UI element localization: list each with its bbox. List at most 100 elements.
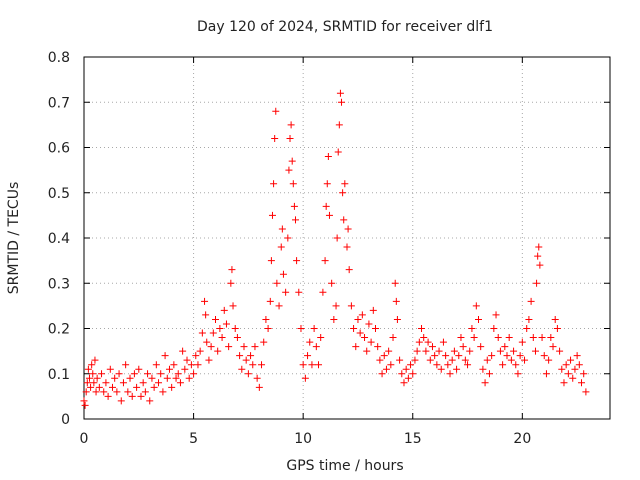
y-tick-label: 0.7: [48, 95, 70, 111]
x-tick-label: 20: [513, 431, 531, 447]
data-point: [382, 365, 390, 373]
data-point: [512, 361, 520, 369]
data-point: [356, 329, 364, 337]
data-point: [227, 279, 235, 287]
data-point: [317, 334, 325, 342]
data-point: [580, 370, 588, 378]
x-tick-label: 10: [294, 431, 312, 447]
data-point: [308, 361, 316, 369]
data-point: [468, 325, 476, 332]
data-point: [80, 397, 88, 405]
data-point: [549, 343, 557, 351]
data-point: [306, 338, 314, 346]
data-point: [402, 365, 410, 373]
data-point: [278, 225, 286, 233]
data-point: [222, 320, 230, 328]
data-point: [472, 302, 480, 310]
data-point: [181, 365, 189, 373]
data-point: [212, 315, 219, 323]
data-point: [420, 334, 428, 342]
data-point: [464, 361, 472, 369]
y-tick-label: 0.8: [48, 50, 70, 66]
data-point: [455, 352, 463, 360]
data-point: [505, 334, 513, 342]
data-point: [535, 243, 543, 251]
data-point: [262, 315, 270, 323]
data-point: [354, 315, 362, 323]
data-point: [426, 356, 434, 364]
data-point: [218, 334, 226, 342]
data-point: [411, 356, 419, 364]
data-point: [529, 334, 537, 342]
data-point: [433, 361, 441, 369]
data-point: [547, 334, 555, 342]
data-point: [558, 365, 566, 373]
data-point: [144, 370, 152, 378]
data-point: [338, 98, 346, 106]
x-tick-label: 15: [404, 431, 422, 447]
data-point: [220, 306, 228, 314]
data-point: [319, 288, 327, 296]
data-point: [209, 329, 217, 337]
data-point: [268, 211, 276, 219]
y-axis-label: SRMTID / TECUs: [6, 182, 22, 295]
data-point: [233, 334, 241, 342]
data-point: [255, 383, 263, 391]
data-point: [271, 134, 279, 142]
data-point: [93, 374, 101, 382]
data-point: [527, 297, 535, 305]
data-point: [203, 338, 211, 346]
data-point: [483, 356, 491, 364]
data-point: [322, 202, 330, 210]
data-point: [82, 388, 90, 396]
data-point: [185, 374, 193, 382]
y-axis: 0 0.1 0.2 0.3 0.4 0.5 0.6 0.7 0.8: [48, 50, 610, 428]
data-points: [80, 89, 590, 409]
data-point: [92, 388, 100, 396]
data-point: [450, 347, 458, 355]
data-point: [380, 352, 388, 360]
data-point: [400, 379, 408, 387]
data-point: [459, 343, 467, 351]
data-point: [477, 343, 485, 351]
data-point: [407, 361, 415, 369]
data-point: [350, 325, 358, 332]
data-point: [104, 392, 112, 400]
data-point: [272, 107, 280, 115]
data-point: [492, 311, 500, 319]
data-point: [100, 388, 108, 396]
data-point: [503, 352, 511, 360]
data-point: [287, 121, 295, 129]
data-point: [340, 216, 348, 224]
data-point: [475, 315, 482, 323]
data-point: [553, 325, 561, 332]
data-point: [108, 383, 116, 391]
data-point: [323, 180, 331, 188]
x-axis: 0 5 10 15 20: [80, 57, 531, 447]
y-tick-label: 0: [61, 412, 70, 428]
data-point: [126, 374, 134, 382]
data-point: [571, 365, 579, 373]
data-point: [84, 365, 92, 373]
data-point: [205, 356, 213, 364]
data-point: [152, 361, 160, 369]
data-point: [367, 338, 375, 346]
data-point: [501, 343, 509, 351]
data-point: [174, 370, 182, 378]
data-point: [216, 325, 224, 332]
data-point: [291, 216, 299, 224]
data-point: [290, 202, 298, 210]
data-point: [113, 388, 121, 396]
data-point: [202, 311, 210, 319]
data-point: [444, 361, 452, 369]
data-point: [299, 361, 307, 369]
data-point: [538, 334, 546, 342]
data-point: [533, 279, 541, 287]
data-point: [392, 297, 400, 305]
data-point: [413, 347, 421, 355]
data-point: [266, 297, 274, 305]
data-point: [236, 352, 244, 360]
data-point: [448, 356, 456, 364]
data-point: [91, 356, 99, 364]
y-tick-label: 0.4: [48, 231, 70, 247]
